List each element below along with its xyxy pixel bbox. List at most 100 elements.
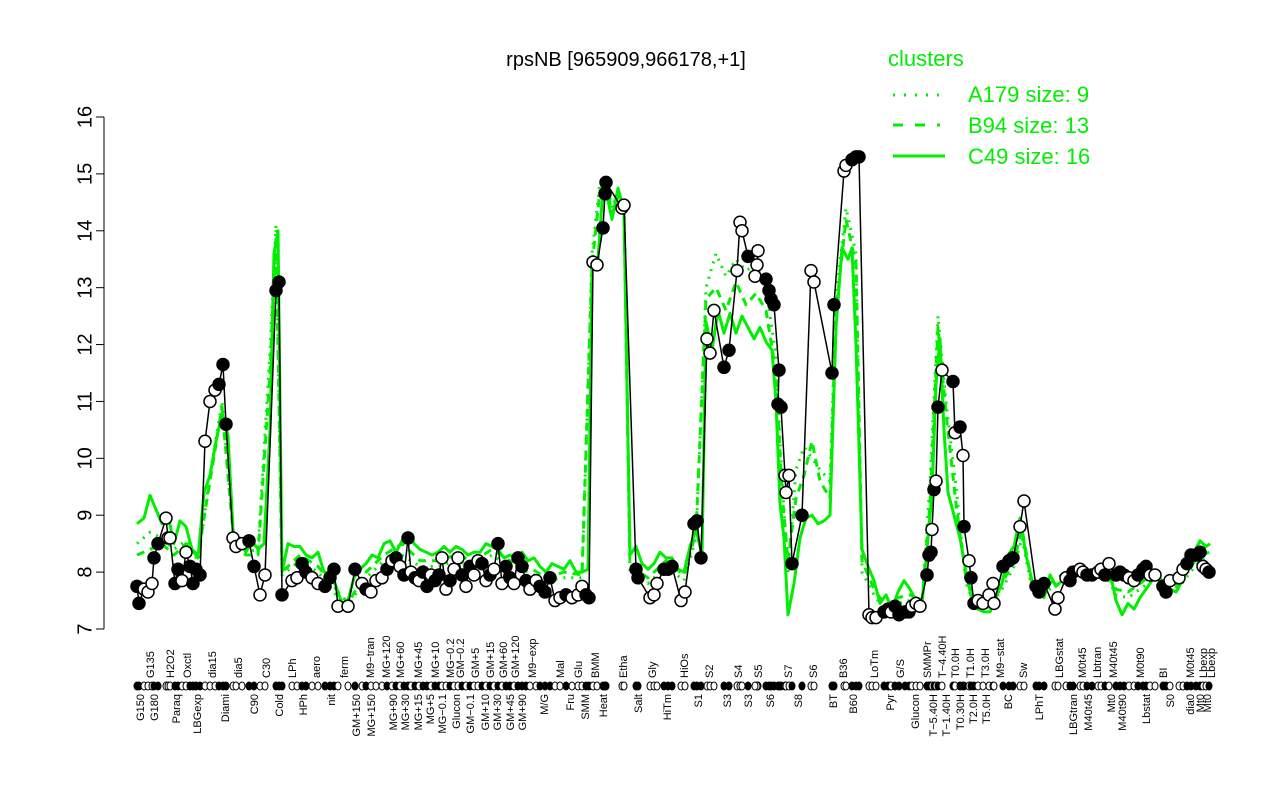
data-point xyxy=(767,297,781,312)
data-point xyxy=(487,562,501,577)
x-label-top: Glu xyxy=(573,661,585,678)
gene-expression-line xyxy=(136,156,1210,619)
x-label-bottom: Lbstat xyxy=(1141,694,1153,724)
rug-marker xyxy=(895,681,903,691)
x-label-bottom: Salt xyxy=(633,694,645,713)
chart-title: rpsNB [965909,966178,+1] xyxy=(506,49,746,71)
x-label-top: GM+120 xyxy=(510,636,522,679)
x-label-top: BI xyxy=(1158,668,1170,678)
y-tick-label: 10 xyxy=(74,447,96,469)
rug-marker xyxy=(1009,681,1017,691)
rug-marker xyxy=(1205,681,1213,691)
data-point xyxy=(179,545,193,559)
x-label-top: MG+60 xyxy=(395,642,407,678)
x-label-bottom: dia0 xyxy=(1185,694,1197,715)
x-label-top: Gly xyxy=(647,661,659,678)
condition-rug xyxy=(133,681,1213,691)
data-point xyxy=(957,519,971,534)
x-label-top: aero xyxy=(311,656,323,678)
x-label-top: LBGstat xyxy=(1054,638,1066,678)
x-label-bottom: M40t45 xyxy=(1083,694,1095,731)
rug-marker xyxy=(979,681,987,691)
data-point xyxy=(475,556,489,571)
rug-marker xyxy=(710,681,718,691)
x-label-bottom: HiTm xyxy=(662,694,674,720)
data-point xyxy=(432,568,446,582)
x-label-bottom: Pyr xyxy=(885,694,897,711)
x-label-top: G/S xyxy=(895,659,907,678)
data-point xyxy=(327,562,341,577)
data-point xyxy=(741,249,755,264)
data-point xyxy=(807,275,821,289)
rug-marker xyxy=(526,681,534,691)
data-point xyxy=(827,297,841,312)
rug-marker xyxy=(938,681,946,691)
x-label-top: GM+15 xyxy=(485,642,497,678)
data-point xyxy=(499,559,513,574)
rug-marker xyxy=(344,681,352,691)
rug-marker xyxy=(1166,681,1174,691)
x-label-bottom: T−5.40H xyxy=(928,694,940,737)
data-point xyxy=(665,559,679,574)
rug-marker xyxy=(334,681,342,691)
y-tick-label: 16 xyxy=(74,106,96,128)
data-point xyxy=(590,258,604,272)
data-point xyxy=(1048,602,1062,616)
data-point xyxy=(650,576,664,591)
rug-marker xyxy=(810,681,818,691)
x-label-top: M9−exp xyxy=(527,639,539,678)
data-point xyxy=(703,346,717,360)
rug-marker xyxy=(556,681,564,691)
x-label-top: ferm xyxy=(339,656,351,678)
rug-marker xyxy=(308,681,316,691)
data-point xyxy=(253,588,267,602)
data-point xyxy=(690,514,704,528)
data-point xyxy=(617,198,631,212)
data-point xyxy=(946,374,960,389)
data-point xyxy=(852,150,866,164)
rug-marker xyxy=(830,681,838,691)
x-label-top: MG+120 xyxy=(381,636,393,679)
data-point xyxy=(175,573,189,588)
data-point xyxy=(913,599,927,613)
x-label-bottom: BT xyxy=(828,694,840,708)
x-label-bottom: Glucon xyxy=(451,694,463,729)
x-label-top: Sw xyxy=(1018,663,1030,678)
rug-marker xyxy=(1151,681,1159,691)
data-point xyxy=(694,551,708,565)
x-label-bottom: GM+45 xyxy=(505,694,517,730)
rug-marker xyxy=(1105,681,1113,691)
x-label-top: M9−stat xyxy=(995,639,1007,678)
rug-marker xyxy=(798,681,806,691)
x-label-bottom: Glucon xyxy=(910,694,922,729)
rug-marker xyxy=(238,681,246,691)
rug-marker xyxy=(562,681,570,691)
data-point xyxy=(1017,494,1031,508)
data-point xyxy=(242,534,256,548)
data-point xyxy=(451,551,465,565)
data-point xyxy=(631,571,645,585)
data-point xyxy=(772,363,786,377)
data-point xyxy=(258,568,272,582)
x-label-bottom: S0 xyxy=(1165,694,1177,707)
data-point xyxy=(779,485,793,500)
data-point xyxy=(825,366,839,380)
legend: clusters A179 size: 9 B94 size: 13 C49 s… xyxy=(888,46,1090,169)
x-label-bottom: M/G xyxy=(539,694,551,715)
rug-marker xyxy=(222,681,230,691)
rug-marker xyxy=(250,681,258,691)
data-point xyxy=(751,243,765,258)
rug-marker xyxy=(681,681,689,691)
x-label-bottom: S8 xyxy=(793,694,805,707)
data-point xyxy=(132,596,146,611)
data-point xyxy=(678,585,692,599)
rug-marker xyxy=(697,681,705,691)
x-label-top: MG+45 xyxy=(413,642,425,678)
x-label-top: S5 xyxy=(753,665,765,678)
x-label-top: T−4.40H xyxy=(937,635,949,678)
x-label-top: S4 xyxy=(733,665,745,678)
x-label-top: M0t45 xyxy=(1185,647,1197,678)
x-label-bottom: MG+30 xyxy=(400,694,412,730)
data-point xyxy=(596,221,610,235)
data-point xyxy=(401,531,415,545)
